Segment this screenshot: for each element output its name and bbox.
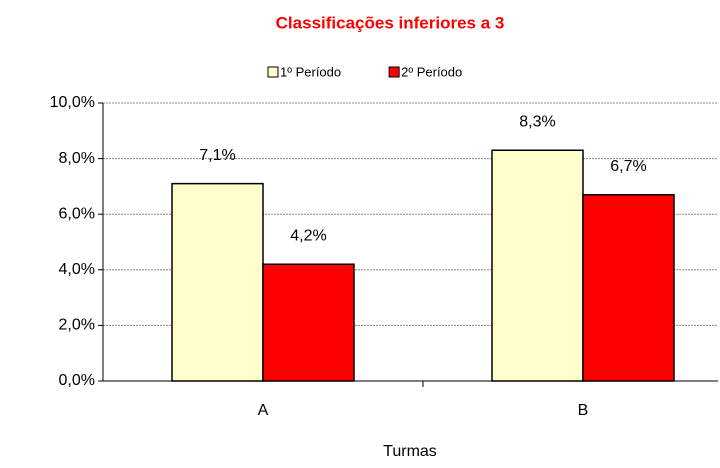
legend-label: 1º Período (280, 64, 341, 79)
legend-swatch (388, 66, 400, 78)
y-tick-label: 8,0% (59, 150, 95, 167)
x-axis-label: Turmas (383, 443, 437, 460)
chart-title: Classificações inferiores a 3 (276, 13, 505, 32)
bar (582, 193, 675, 382)
bar (171, 182, 264, 382)
value-label: 8,3% (519, 113, 555, 130)
x-tick-label: B (578, 402, 589, 419)
y-tick-label: 0,0% (59, 372, 95, 389)
value-label: 6,7% (610, 158, 646, 175)
value-label: 7,1% (199, 147, 235, 164)
legend-label: 2º Período (401, 64, 462, 79)
bar (262, 263, 355, 382)
bar (491, 149, 584, 382)
y-tick-label: 2,0% (59, 317, 95, 334)
y-tick-label: 6,0% (59, 205, 95, 222)
value-label: 4,2% (290, 227, 326, 244)
y-tick-label: 10,0% (50, 94, 95, 111)
legend-swatch (267, 66, 279, 78)
x-tick-label: A (258, 402, 269, 419)
y-tick-label: 4,0% (59, 261, 95, 278)
